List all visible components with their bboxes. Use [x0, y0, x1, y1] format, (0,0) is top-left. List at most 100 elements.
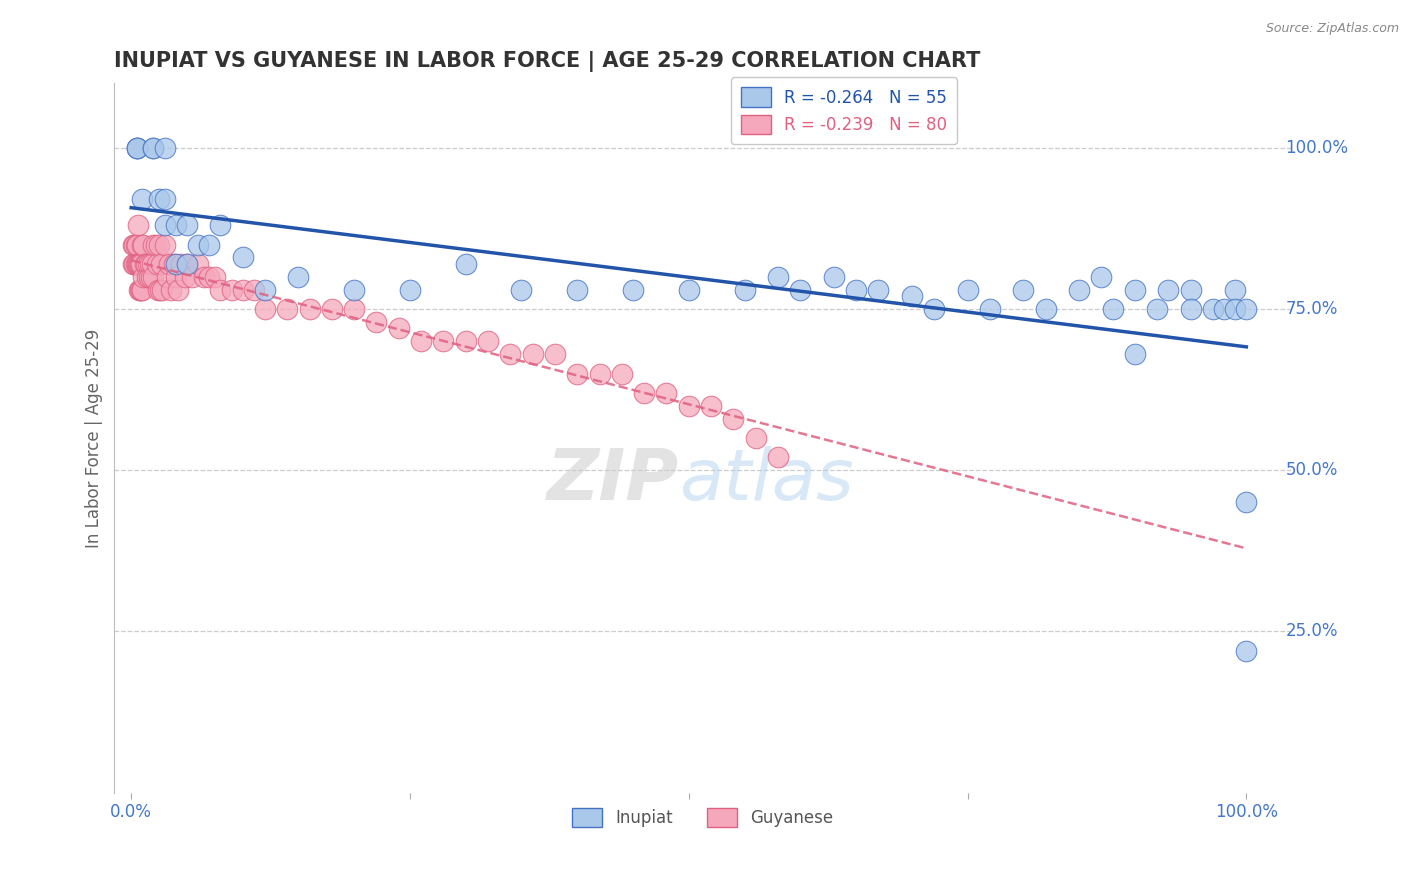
Point	[146, 257, 169, 271]
Point	[522, 347, 544, 361]
Point	[411, 334, 433, 349]
Point	[187, 237, 209, 252]
Point	[1213, 301, 1236, 316]
Point	[845, 283, 868, 297]
Point	[567, 283, 589, 297]
Point	[131, 283, 153, 297]
Point	[678, 283, 700, 297]
Point	[142, 141, 165, 155]
Point	[499, 347, 522, 361]
Point	[148, 237, 170, 252]
Point	[167, 283, 190, 297]
Point	[165, 269, 187, 284]
Text: INUPIAT VS GUYANESE IN LABOR FORCE | AGE 25-29 CORRELATION CHART: INUPIAT VS GUYANESE IN LABOR FORCE | AGE…	[114, 51, 981, 71]
Point	[1123, 283, 1146, 297]
Point	[209, 283, 232, 297]
Text: 100.0%: 100.0%	[1285, 139, 1348, 157]
Point	[153, 237, 176, 252]
Point	[243, 283, 266, 297]
Point	[181, 269, 204, 284]
Point	[209, 218, 232, 232]
Point	[1123, 347, 1146, 361]
Point	[366, 315, 388, 329]
Point	[567, 367, 589, 381]
Text: Source: ZipAtlas.com: Source: ZipAtlas.com	[1265, 22, 1399, 36]
Point	[156, 269, 179, 284]
Point	[141, 257, 163, 271]
Point	[1234, 495, 1257, 509]
Point	[544, 347, 567, 361]
Point	[139, 257, 162, 271]
Point	[901, 289, 924, 303]
Point	[956, 283, 979, 297]
Point	[766, 450, 789, 465]
Point	[150, 257, 173, 271]
Point	[122, 257, 145, 271]
Point	[1157, 283, 1180, 297]
Point	[176, 257, 198, 271]
Point	[125, 141, 148, 155]
Point	[868, 283, 890, 297]
Point	[153, 218, 176, 232]
Point	[477, 334, 499, 349]
Point	[132, 237, 155, 252]
Point	[142, 237, 165, 252]
Point	[122, 237, 145, 252]
Point	[734, 283, 756, 297]
Point	[823, 269, 845, 284]
Point	[124, 257, 146, 271]
Text: 75.0%: 75.0%	[1285, 300, 1337, 318]
Point	[129, 283, 152, 297]
Point	[141, 269, 163, 284]
Point	[1202, 301, 1225, 316]
Point	[149, 283, 172, 297]
Point	[1090, 269, 1112, 284]
Point	[148, 193, 170, 207]
Point	[1234, 644, 1257, 658]
Point	[160, 283, 183, 297]
Point	[789, 283, 811, 297]
Text: 50.0%: 50.0%	[1285, 461, 1337, 479]
Point	[1225, 283, 1247, 297]
Point	[125, 257, 148, 271]
Point	[125, 141, 148, 155]
Point	[655, 385, 678, 400]
Point	[124, 237, 146, 252]
Point	[146, 283, 169, 297]
Y-axis label: In Labor Force | Age 25-29: In Labor Force | Age 25-29	[86, 328, 103, 548]
Point	[1012, 283, 1035, 297]
Point	[124, 237, 146, 252]
Point	[127, 257, 149, 271]
Point	[145, 237, 167, 252]
Legend: Inupiat, Guyanese: Inupiat, Guyanese	[565, 801, 839, 834]
Point	[176, 218, 198, 232]
Point	[136, 257, 159, 271]
Point	[142, 269, 165, 284]
Point	[454, 257, 477, 271]
Point	[135, 257, 157, 271]
Point	[388, 321, 411, 335]
Point	[700, 399, 723, 413]
Point	[170, 257, 193, 271]
Point	[399, 283, 422, 297]
Point	[588, 367, 610, 381]
Point	[1225, 301, 1247, 316]
Point	[1101, 301, 1123, 316]
Point	[723, 411, 745, 425]
Point	[610, 367, 633, 381]
Point	[135, 269, 157, 284]
Text: atlas: atlas	[679, 446, 853, 515]
Point	[128, 283, 150, 297]
Point	[253, 301, 276, 316]
Point	[232, 251, 254, 265]
Point	[162, 257, 184, 271]
Point	[979, 301, 1001, 316]
Point	[276, 301, 298, 316]
Point	[1146, 301, 1168, 316]
Point	[134, 257, 156, 271]
Point	[132, 269, 155, 284]
Point	[744, 431, 766, 445]
Text: ZIP: ZIP	[547, 446, 679, 515]
Point	[198, 237, 221, 252]
Point	[198, 269, 221, 284]
